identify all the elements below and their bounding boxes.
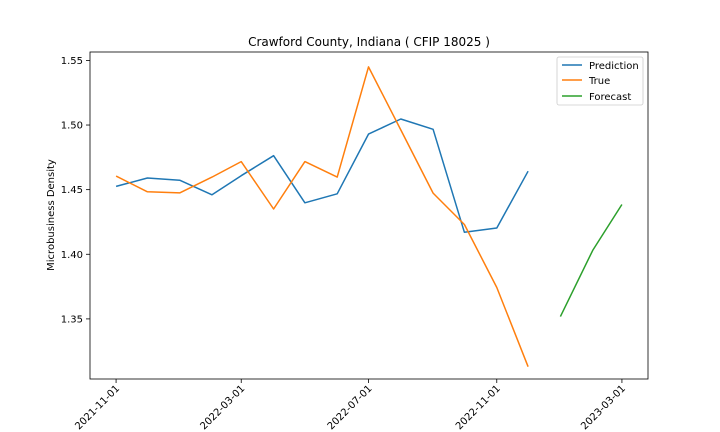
- y-tick-label: 1.40: [61, 250, 83, 261]
- y-tick-label: 1.55: [61, 56, 83, 67]
- x-tick-label: 2022-07-01: [326, 383, 375, 432]
- x-tick-label: 2022-03-01: [198, 383, 247, 432]
- x-tick-label: 2021-11-01: [73, 383, 122, 432]
- legend-label-forecast: Forecast: [589, 92, 631, 103]
- series-line-true: [115, 66, 529, 367]
- y-axis: 1.35 1.40 1.45 1.50 1.55: [61, 56, 90, 325]
- y-tick-label: 1.35: [61, 314, 83, 325]
- x-tick-label: 2023-03-01: [579, 383, 628, 432]
- y-axis-label: Microbusiness Density: [46, 159, 57, 271]
- y-tick-label: 1.45: [61, 185, 83, 196]
- plot-area: [89, 51, 649, 380]
- chart-title: Crawford County, Indiana ( CFIP 18025 ): [248, 35, 490, 49]
- series-line-prediction: [115, 118, 529, 234]
- legend-label-true: True: [588, 76, 610, 87]
- series-layer: [115, 66, 623, 367]
- legend-label-prediction: Prediction: [589, 61, 639, 72]
- legend-box: [556, 56, 644, 106]
- x-axis: 2021-11-01 2022-03-01 2022-07-01 2022-11-01…: [73, 379, 628, 432]
- series-line-forecast: [559, 204, 623, 317]
- y-tick-label: 1.50: [61, 121, 83, 132]
- legend: Prediction True Forecast: [556, 56, 644, 106]
- x-tick-label: 2022-11-01: [454, 383, 503, 432]
